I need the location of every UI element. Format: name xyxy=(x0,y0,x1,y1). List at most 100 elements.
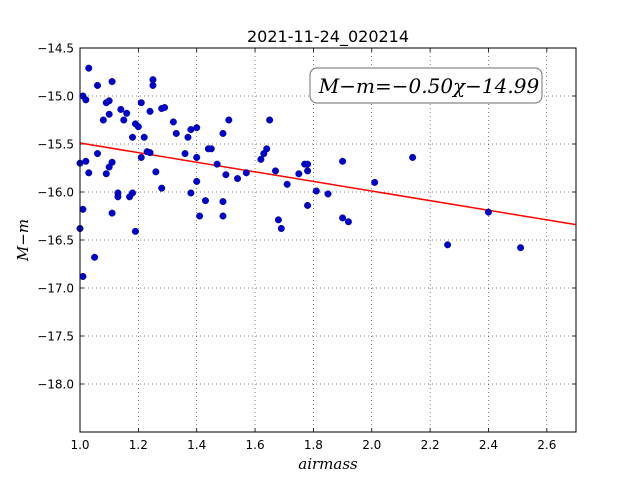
fit-equation: M−m=−0.50χ−14.99 xyxy=(318,74,540,98)
data-point xyxy=(105,97,113,105)
y-tick-label: −15.0 xyxy=(37,90,74,104)
data-point xyxy=(213,160,221,168)
data-point xyxy=(304,167,312,175)
data-point xyxy=(304,160,312,168)
x-tick-label: 1.8 xyxy=(304,438,323,452)
data-point xyxy=(82,96,90,104)
data-point xyxy=(304,201,312,209)
y-tick-label: −15.5 xyxy=(37,138,74,152)
data-point xyxy=(271,167,279,175)
y-tick-label: −17.0 xyxy=(37,282,74,296)
data-point xyxy=(193,177,201,185)
data-point xyxy=(409,153,417,161)
data-point xyxy=(234,175,242,183)
data-point xyxy=(117,105,125,113)
data-point xyxy=(158,184,166,192)
data-point xyxy=(134,123,142,131)
data-point xyxy=(172,129,180,137)
data-point xyxy=(94,81,102,89)
data-point xyxy=(79,205,87,213)
chart-title: 2021-11-24_020214 xyxy=(247,27,409,47)
y-tick-label: −17.5 xyxy=(37,330,74,344)
data-point xyxy=(207,145,215,153)
data-point xyxy=(114,193,122,201)
data-point xyxy=(339,157,347,165)
data-point xyxy=(193,124,201,132)
data-point xyxy=(120,116,128,124)
data-point xyxy=(123,109,131,117)
data-point xyxy=(91,253,99,261)
data-point xyxy=(201,197,209,205)
fit-layer xyxy=(79,142,577,226)
x-tick-label: 1.0 xyxy=(70,438,89,452)
data-point xyxy=(187,126,195,134)
data-point xyxy=(181,150,189,158)
fit-equation-frame xyxy=(309,67,543,104)
data-point xyxy=(152,168,160,176)
x-tick-label: 2.2 xyxy=(421,438,440,452)
data-point xyxy=(137,153,145,161)
data-point xyxy=(274,216,282,224)
data-point xyxy=(94,150,102,158)
data-point xyxy=(225,116,233,124)
data-point xyxy=(242,169,250,177)
axis-ticks: 1.0 1.2 1.4 1.6 1.8 2.0 2.2 2.4 2.6 −14.5 −15.0 −15… xyxy=(37,42,576,452)
y-tick-label: −16.5 xyxy=(37,234,74,248)
data-point xyxy=(295,170,303,178)
data-point xyxy=(140,133,148,141)
data-point xyxy=(108,78,116,86)
data-point xyxy=(196,212,204,220)
data-point xyxy=(85,64,93,72)
data-point xyxy=(444,241,452,249)
data-point xyxy=(131,227,139,235)
data-point xyxy=(108,158,116,166)
x-tick-label: 1.4 xyxy=(187,438,206,452)
data-point xyxy=(102,170,110,178)
data-point xyxy=(108,209,116,217)
x-axis-label: airmass xyxy=(298,455,358,473)
plot-frame xyxy=(79,47,577,433)
y-axis-label: M−m xyxy=(14,219,32,262)
data-point xyxy=(79,272,87,280)
data-point xyxy=(371,178,379,186)
y-tick-label: −16.0 xyxy=(37,186,74,200)
data-point xyxy=(82,157,90,165)
data-point xyxy=(129,189,137,197)
data-point xyxy=(339,214,347,222)
data-point xyxy=(105,110,113,118)
fit-line xyxy=(79,142,577,226)
y-tick-label: −18.0 xyxy=(37,378,74,392)
x-tick-label: 1.6 xyxy=(246,438,265,452)
data-point xyxy=(219,129,227,137)
x-tick-label: 2.6 xyxy=(537,438,556,452)
x-tick-label: 2.4 xyxy=(479,438,498,452)
data-point xyxy=(517,244,525,252)
x-tick-label: 2.0 xyxy=(362,438,381,452)
data-point xyxy=(169,118,177,126)
data-point xyxy=(219,198,227,206)
data-point xyxy=(193,153,201,161)
data-point xyxy=(129,133,137,141)
fit-equation-box: M−m=−0.50χ−14.99 xyxy=(309,67,543,104)
y-tick-label: −14.5 xyxy=(37,42,74,56)
data-point xyxy=(149,81,157,89)
data-point xyxy=(257,155,265,163)
data-point xyxy=(484,208,492,216)
data-point xyxy=(324,190,332,198)
data-point xyxy=(184,133,192,141)
data-point xyxy=(187,189,195,197)
data-point xyxy=(85,169,93,177)
data-point xyxy=(137,99,145,107)
data-point xyxy=(146,107,154,115)
data-points xyxy=(76,64,525,280)
x-tick-label: 1.2 xyxy=(129,438,148,452)
data-point xyxy=(344,218,352,226)
data-point xyxy=(283,180,291,188)
data-point xyxy=(266,116,274,124)
data-point xyxy=(277,224,285,232)
data-point xyxy=(99,116,107,124)
data-point xyxy=(219,212,227,220)
data-point xyxy=(161,104,169,112)
data-point xyxy=(222,171,230,179)
